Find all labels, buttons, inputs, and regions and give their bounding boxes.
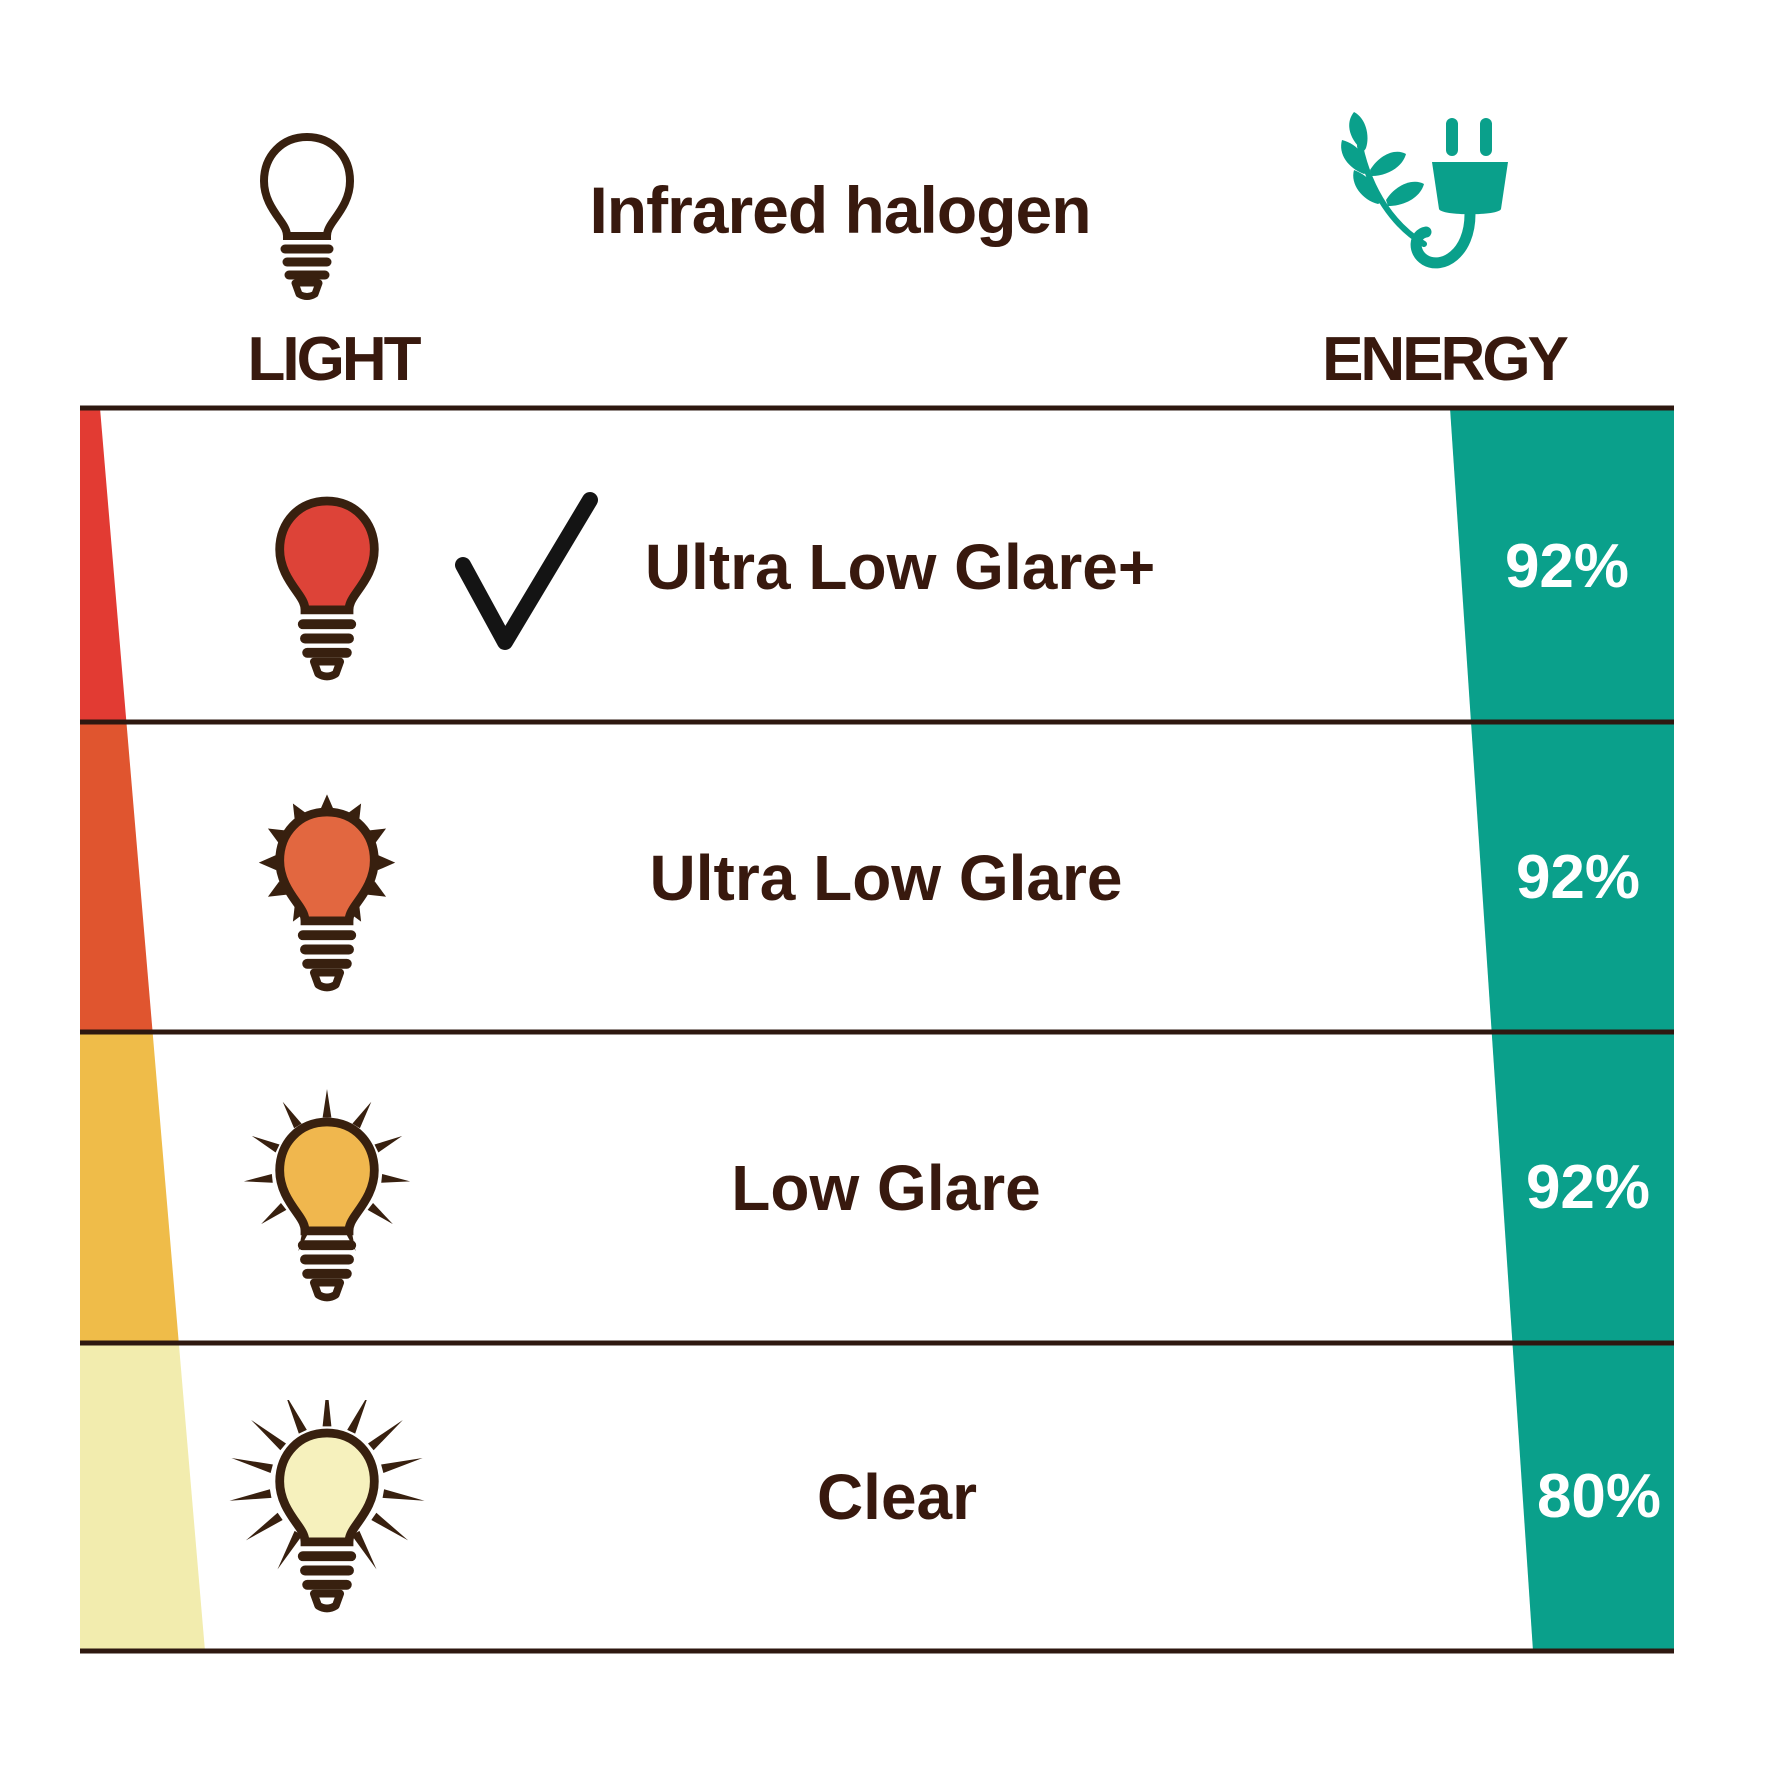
leaflet (1341, 140, 1368, 174)
leaflet (1386, 181, 1424, 206)
glare-gradient-wedge (80, 408, 205, 1651)
table-lines (80, 405, 1674, 1654)
orange-bulb-icon (280, 812, 375, 987)
page-title: Infrared halogen (589, 173, 1091, 247)
plug-body (1432, 162, 1508, 215)
energy-value-row-1: 92% (1504, 532, 1630, 601)
wedge-segment-pale-yellow (80, 1343, 205, 1651)
energy-value-row-3: 92% (1525, 1153, 1651, 1222)
leaf-plug-icon (1341, 112, 1508, 269)
checkmark-icon (455, 492, 598, 650)
plug-cord (1410, 208, 1476, 269)
wedge-segment-orange (80, 722, 153, 1032)
leaf-tip (1349, 112, 1368, 151)
row-label-ultra-low-glare: Ultra Low Glare (649, 842, 1123, 914)
pale-bulb-icon (280, 1433, 375, 1608)
amber-bulb-icon (280, 1122, 375, 1297)
plug-prong-right (1480, 118, 1492, 156)
energy-value-row-4: 80% (1536, 1462, 1662, 1531)
leaflet (1353, 170, 1382, 204)
light-column-header: LIGHT (247, 325, 422, 394)
row-label-ultra-low-glare-plus: Ultra Low Glare+ (644, 531, 1156, 603)
row-label-clear: Clear (816, 1461, 978, 1533)
energy-column-header: ENERGY (1322, 325, 1569, 394)
lightbulb-outline-icon (264, 137, 350, 297)
energy-value-row-2: 92% (1515, 843, 1641, 912)
wedge-segment-amber (80, 1032, 179, 1343)
red-bulb-icon (280, 501, 375, 676)
wedge-segment-red (80, 408, 127, 722)
row-label-low-glare: Low Glare (731, 1152, 1041, 1224)
leaflet (1370, 151, 1406, 176)
plug-prong-left (1446, 118, 1458, 156)
